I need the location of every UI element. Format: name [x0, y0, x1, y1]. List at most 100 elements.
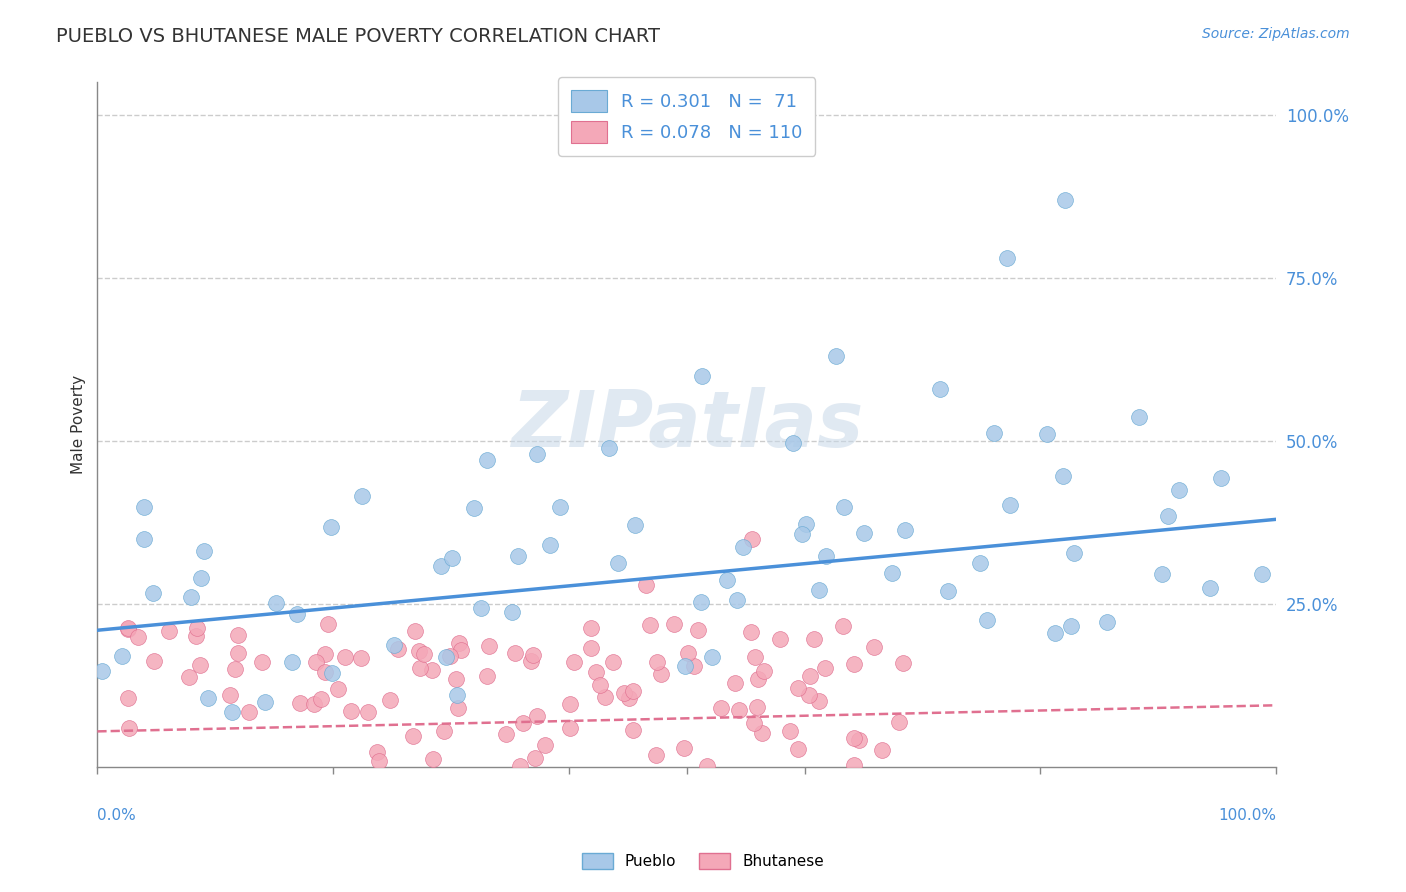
Text: 0.0%: 0.0% [97, 808, 136, 823]
Point [644, 748, 666, 763]
Point [434, 649, 457, 664]
Point [790, 526, 813, 541]
Point [593, 690, 616, 704]
Point [495, 727, 517, 741]
Point [742, 716, 765, 731]
Point [560, 721, 582, 735]
Point [621, 683, 644, 698]
Point [519, 654, 541, 668]
Point [509, 759, 531, 773]
Point [740, 624, 762, 639]
Point [357, 706, 380, 720]
Point [117, 691, 139, 706]
Point [446, 688, 468, 702]
Point [709, 701, 731, 715]
Point [319, 520, 342, 534]
Point [683, 659, 706, 673]
Point [127, 630, 149, 644]
Point [422, 663, 444, 677]
Point [724, 676, 747, 690]
Point [157, 624, 180, 638]
Point [526, 448, 548, 462]
Text: 100.0%: 100.0% [1218, 808, 1277, 823]
Point [91, 664, 114, 678]
Point [548, 500, 571, 514]
Point [696, 759, 718, 773]
Point [1128, 409, 1150, 424]
Y-axis label: Male Poverty: Male Poverty [72, 376, 86, 475]
Point [673, 658, 696, 673]
Point [430, 558, 453, 573]
Point [444, 672, 467, 686]
Text: ZIPatlas: ZIPatlas [510, 387, 863, 463]
Point [613, 686, 636, 700]
Point [1063, 546, 1085, 560]
Point [769, 632, 792, 646]
Point [814, 549, 837, 563]
Point [638, 618, 661, 632]
Point [880, 566, 903, 581]
Point [832, 619, 855, 633]
Point [350, 651, 373, 665]
Point [621, 723, 644, 738]
Point [382, 638, 405, 652]
Point [731, 540, 754, 554]
Point [853, 525, 876, 540]
Point [702, 649, 724, 664]
Point [976, 613, 998, 627]
Point [402, 729, 425, 743]
Point [190, 571, 212, 585]
Point [754, 665, 776, 679]
Point [378, 693, 401, 707]
Point [725, 593, 748, 607]
Point [314, 665, 336, 680]
Point [894, 523, 917, 537]
Point [408, 644, 430, 658]
Point [741, 532, 763, 546]
Point [751, 726, 773, 740]
Point [581, 621, 603, 635]
Point [747, 672, 769, 686]
Point [607, 556, 630, 570]
Point [1199, 581, 1222, 595]
Point [744, 650, 766, 665]
Point [534, 738, 557, 752]
Point [190, 658, 212, 673]
Point [727, 703, 749, 717]
Point [602, 655, 624, 669]
Point [197, 690, 219, 705]
Point [134, 532, 156, 546]
Text: PUEBLO VS BHUTANESE MALE POVERTY CORRELATION CHART: PUEBLO VS BHUTANESE MALE POVERTY CORRELA… [56, 27, 661, 45]
Point [645, 656, 668, 670]
Point [328, 682, 350, 697]
Point [1157, 508, 1180, 523]
Point [673, 741, 696, 756]
Point [688, 623, 710, 637]
Point [290, 697, 312, 711]
Point [508, 549, 530, 563]
Point [422, 752, 444, 766]
Point [352, 489, 374, 503]
Point [440, 550, 463, 565]
Point [1054, 193, 1077, 207]
Point [224, 663, 246, 677]
Point [238, 705, 260, 719]
Point [193, 543, 215, 558]
Point [832, 500, 855, 514]
Point [787, 742, 810, 756]
Point [624, 518, 647, 533]
Point [413, 647, 436, 661]
Point [387, 641, 409, 656]
Point [1168, 483, 1191, 498]
Point [340, 704, 363, 718]
Point [862, 640, 884, 654]
Point [650, 667, 672, 681]
Point [219, 688, 242, 702]
Point [585, 665, 607, 680]
Point [318, 617, 340, 632]
Point [690, 368, 713, 383]
Point [662, 616, 685, 631]
Point [799, 669, 821, 683]
Point [787, 681, 810, 695]
Point [1211, 471, 1233, 485]
